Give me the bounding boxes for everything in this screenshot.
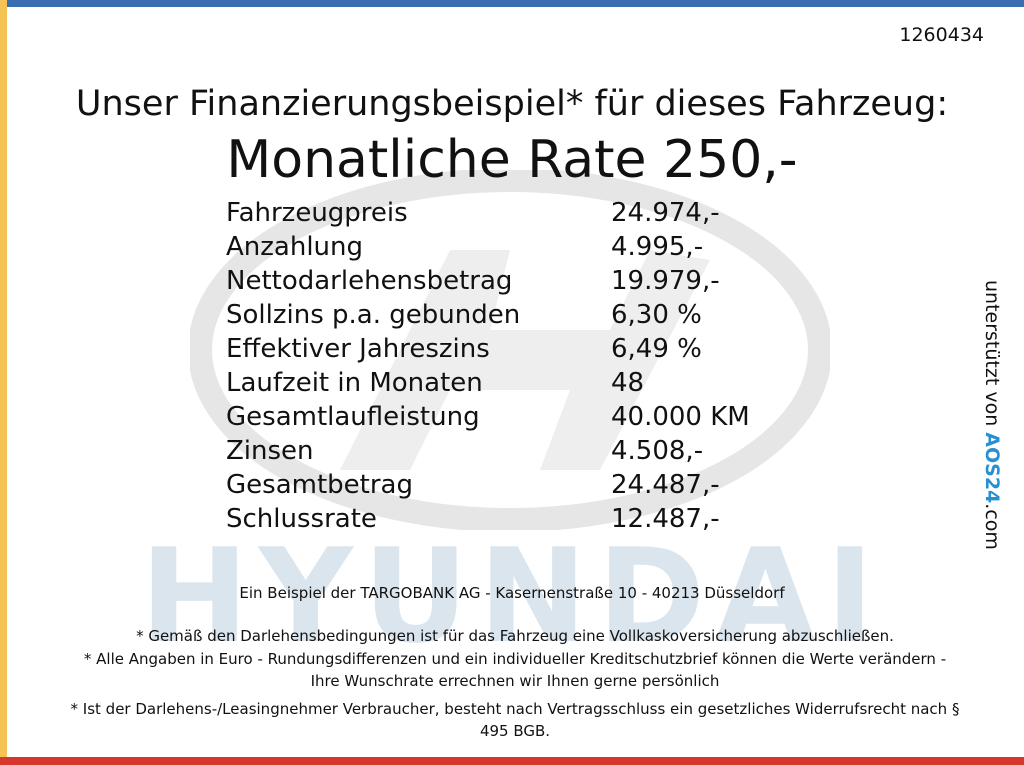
credit-prefix: unterstützt von (981, 280, 1003, 427)
row-label: Schlussrate (226, 504, 377, 534)
credit-suffix: .com (981, 503, 1003, 550)
row-label: Gesamtlaufleistung (226, 402, 480, 432)
side-credit: unterstützt von AOS24.com (981, 280, 1003, 550)
row-value: 24.974,- (611, 198, 720, 228)
row-label: Anzahlung (226, 232, 364, 262)
footnote: * Ist der Darlehens-/Leasingnehmer Verbr… (70, 700, 960, 740)
row-value: 4.995,- (611, 232, 704, 262)
row-value: 24.487,- (611, 470, 720, 500)
logo-watermark (190, 170, 830, 530)
row-label: Effektiver Jahreszins (226, 334, 490, 364)
row-value: 40.000 KM (611, 402, 750, 432)
monthly-rate: Monatliche Rate 250,- (226, 130, 798, 190)
bank-line: Ein Beispiel der TARGOBANK AG - Kasernen… (239, 584, 785, 602)
row-value: 6,49 % (611, 334, 702, 364)
top-bar (0, 0, 1024, 7)
brand-watermark: HYUNDAI (139, 520, 885, 672)
bottom-bar (0, 757, 1024, 765)
left-bar (0, 0, 7, 765)
row-label: Fahrzeugpreis (226, 198, 408, 228)
footnote: * Gemäß den Darlehensbedingungen ist für… (136, 627, 894, 645)
row-label: Sollzins p.a. gebunden (226, 300, 521, 330)
row-value: 19.979,- (611, 266, 720, 296)
heading: Unser Finanzierungsbeispiel* für dieses … (75, 84, 949, 124)
row-label: Gesamtbetrag (226, 470, 413, 500)
row-value: 12.487,- (611, 504, 720, 534)
row-label: Nettodarlehensbetrag (226, 266, 513, 296)
row-label: Laufzeit in Monaten (226, 368, 483, 398)
credit-brand: AOS24 (981, 432, 1003, 504)
row-value: 48 (611, 368, 645, 398)
footnote: * Alle Angaben in Euro - Rundungsdiffere… (83, 650, 947, 690)
row-label: Zinsen (226, 436, 314, 466)
row-value: 4.508,- (611, 436, 704, 466)
ad-id: 1260434 (899, 24, 984, 46)
row-value: 6,30 % (611, 300, 702, 330)
